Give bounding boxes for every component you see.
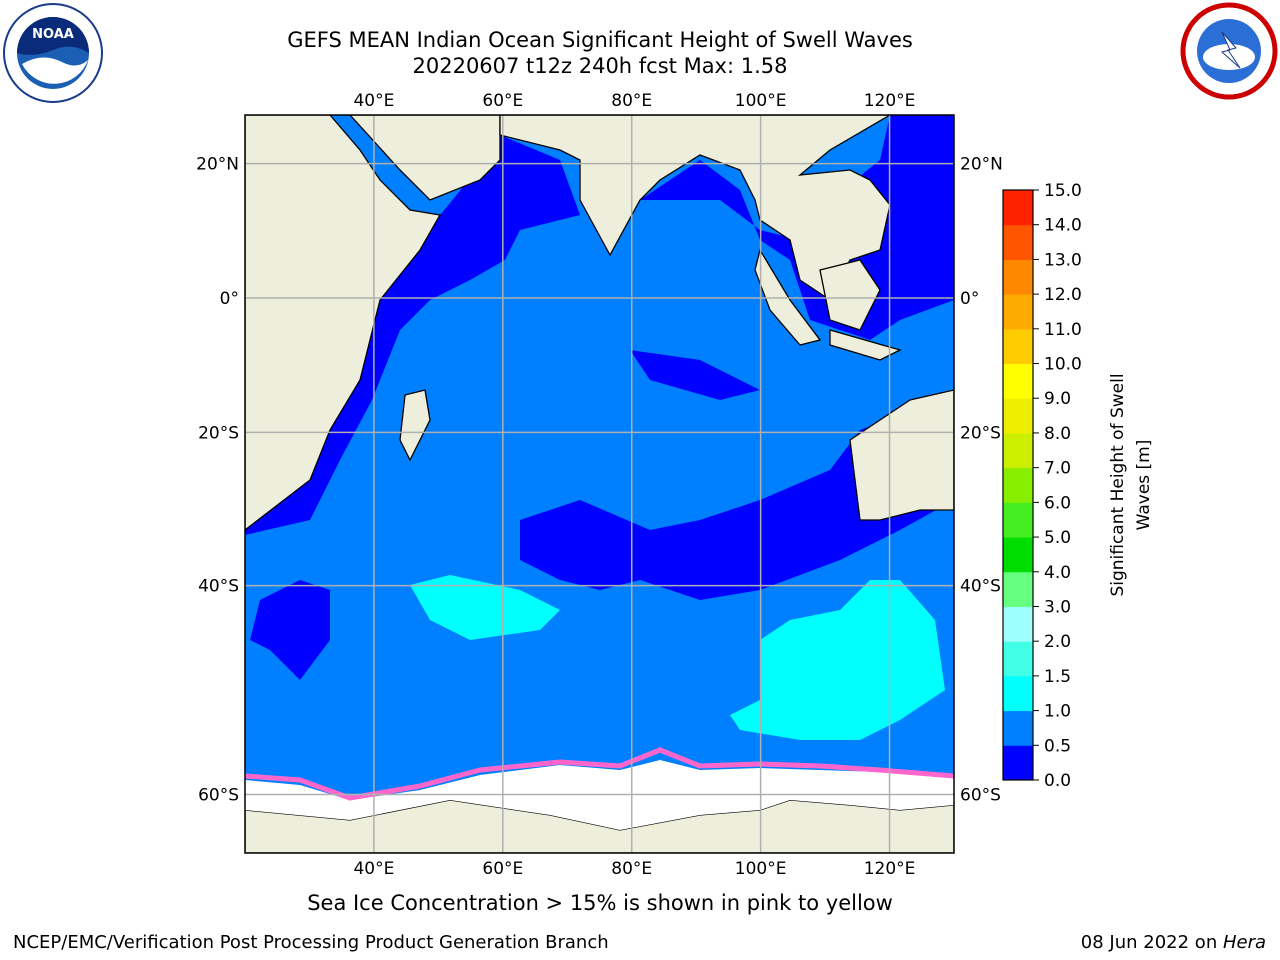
ice-edge xyxy=(245,747,954,801)
lon-tick-label: 40°E xyxy=(353,91,394,111)
lon-tick-label: 100°E xyxy=(735,91,787,111)
colorbar-label-line: Waves [m] xyxy=(1134,440,1154,531)
lon-tick-label: 120°E xyxy=(864,91,916,111)
lon-tick-label: 120°E xyxy=(864,859,916,879)
colorbar-tick-label: 13.0 xyxy=(1044,250,1082,270)
colorbar-frame xyxy=(1002,189,1034,781)
lat-ticks-right: 20°N 0° 20°S 40°S 60°S xyxy=(960,155,1003,806)
colorbar-tick-label: 0.0 xyxy=(1044,771,1071,791)
colorbar-segment xyxy=(1003,467,1033,503)
lon-ticks-top: 40°E 60°E 80°E 100°E 120°E xyxy=(353,91,915,111)
colorbar-tick-label: 12.0 xyxy=(1044,285,1082,305)
colorbar-segment xyxy=(1003,398,1033,434)
footer-date: 08 Jun 2022 on Hera xyxy=(1081,932,1266,953)
lon-tick-label: 60°E xyxy=(482,91,523,111)
lat-ticks-left: 20°N 0° 20°S 40°S 60°S xyxy=(196,155,239,806)
colorbar-label: Significant Height of Swell Waves [m] xyxy=(1108,373,1154,596)
lat-tick-label: 40°S xyxy=(198,577,239,597)
colorbar-tick-label: 7.0 xyxy=(1044,459,1071,479)
high-swell-regions xyxy=(410,575,945,740)
colorbar-tick-label: 1.0 xyxy=(1044,702,1071,722)
land xyxy=(245,115,954,853)
map-frame xyxy=(244,114,955,854)
lon-ticks-bottom: 40°E 60°E 80°E 100°E 120°E xyxy=(353,859,915,879)
footer-host: Hera xyxy=(1222,932,1266,953)
colorbar-tick-label: 1.5 xyxy=(1044,667,1071,687)
lat-tick-label: 60°S xyxy=(960,785,1001,805)
sea-ice-caption: Sea Ice Concentration > 15% is shown in … xyxy=(307,891,893,915)
footer-date-text: 08 Jun 2022 on xyxy=(1080,932,1223,953)
colorbar-segment xyxy=(1003,328,1033,365)
colorbar-tick-label: 10.0 xyxy=(1044,355,1082,375)
colorbar-segment xyxy=(1003,224,1033,260)
colorbar-tick-label: 15.0 xyxy=(1044,181,1082,201)
colorbar-tick-label: 3.0 xyxy=(1044,597,1071,617)
colorbar-segment xyxy=(1003,745,1033,781)
chart-title: GEFS MEAN Indian Ocean Significant Heigh… xyxy=(287,28,913,52)
lat-tick-label: 60°S xyxy=(198,785,239,805)
colorbar-segment xyxy=(1003,641,1033,677)
colorbar-ticks: 0.0 0.5 1.0 1.5 2.0 3.0 4.0 5.0 6.0 7.0 8.0 9.0 10.0… xyxy=(1033,181,1082,791)
colorbar-segment xyxy=(1003,502,1033,538)
lon-tick-label: 100°E xyxy=(735,859,787,879)
colorbar xyxy=(1002,189,1034,781)
lat-tick-label: 40°S xyxy=(960,577,1001,597)
colorbar-segment xyxy=(1003,537,1033,573)
colorbar-segment xyxy=(1003,190,1033,226)
chart-subtitle: 20220607 t12z 240h fcst Max: 1.58 xyxy=(412,54,788,78)
colorbar-segment xyxy=(1003,294,1033,330)
lon-tick-label: 80°E xyxy=(611,91,652,111)
lat-tick-label: 20°S xyxy=(960,423,1001,443)
lon-tick-label: 60°E xyxy=(482,859,523,879)
noaa-logo-text: NOAA xyxy=(32,27,74,42)
colorbar-tick-label: 2.0 xyxy=(1044,632,1071,652)
colorbar-segment xyxy=(1003,606,1033,642)
lat-tick-label: 20°N xyxy=(960,155,1003,175)
colorbar-segment xyxy=(1003,363,1033,399)
lat-tick-label: 0° xyxy=(220,289,239,309)
colorbar-tick-label: 5.0 xyxy=(1044,528,1071,548)
colorbar-segment xyxy=(1003,259,1033,295)
gridlines xyxy=(245,115,954,853)
lat-tick-label: 20°N xyxy=(196,155,239,175)
nws-logo-icon xyxy=(1180,2,1278,100)
colorbar-segment xyxy=(1003,571,1033,607)
lon-tick-label: 80°E xyxy=(611,859,652,879)
colorbar-tick-label: 6.0 xyxy=(1044,493,1071,513)
colorbar-label-line: Significant Height of Swell xyxy=(1108,373,1128,596)
lon-tick-label: 40°E xyxy=(353,859,394,879)
colorbar-segment xyxy=(1003,675,1033,712)
colorbar-tick-label: 9.0 xyxy=(1044,389,1071,409)
colorbar-segment xyxy=(1003,710,1033,746)
colorbar-segment xyxy=(1003,432,1033,469)
footer-credit: NCEP/EMC/Verification Post Processing Pr… xyxy=(13,932,609,953)
colorbar-tick-label: 0.5 xyxy=(1044,736,1071,756)
colorbar-tick-label: 11.0 xyxy=(1044,320,1082,340)
colorbar-tick-label: 14.0 xyxy=(1044,216,1082,236)
lat-tick-label: 20°S xyxy=(198,423,239,443)
colorbar-tick-label: 4.0 xyxy=(1044,563,1071,583)
colorbar-tick-label: 8.0 xyxy=(1044,424,1071,444)
lat-tick-label: 0° xyxy=(960,289,979,309)
noaa-logo-icon: NOAA xyxy=(3,3,103,103)
